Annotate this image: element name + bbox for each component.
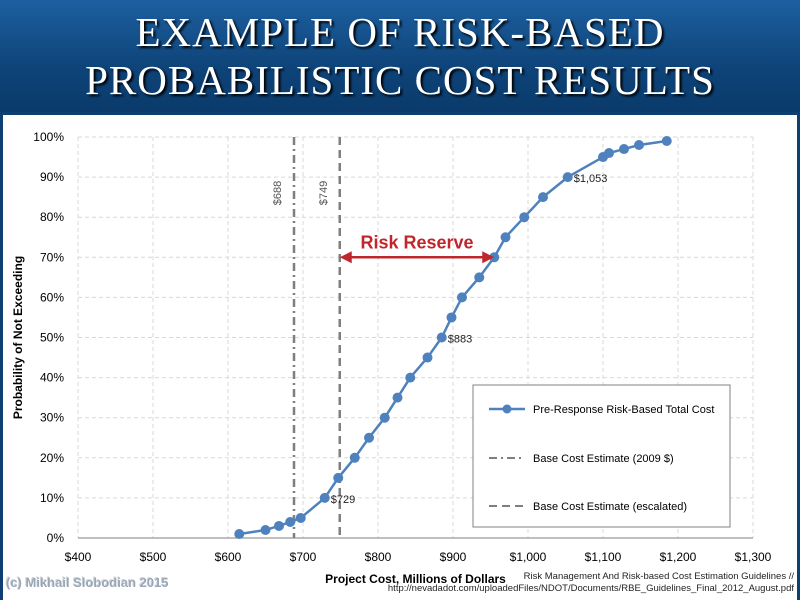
copyright-text: (c) Mikhail Slobodian 2015 bbox=[6, 575, 169, 590]
data-point bbox=[619, 144, 629, 155]
data-point bbox=[538, 192, 548, 203]
data-point bbox=[519, 212, 530, 223]
data-point bbox=[379, 412, 390, 423]
data-point bbox=[436, 332, 447, 343]
data-point bbox=[634, 140, 644, 151]
data-point bbox=[392, 392, 403, 403]
data-point bbox=[295, 512, 306, 523]
y-axis-title: Probability of Not Exceeding bbox=[11, 256, 25, 419]
y-tick-label: 90% bbox=[40, 170, 64, 184]
x-tick-label: $600 bbox=[215, 550, 242, 564]
data-point bbox=[446, 312, 457, 323]
y-tick-label: 60% bbox=[40, 290, 64, 304]
x-axis-title: Project Cost, Millions of Dollars bbox=[325, 572, 506, 586]
x-tick-label: $1,300 bbox=[735, 550, 772, 564]
data-label: $883 bbox=[448, 334, 472, 346]
y-tick-label: 50% bbox=[40, 331, 64, 345]
x-tick-label: $1,000 bbox=[510, 550, 547, 564]
y-tick-label: 40% bbox=[40, 371, 64, 385]
source-citation-url[interactable]: http://nevadadot.com/uploadedFiles/NDOT/… bbox=[387, 583, 794, 594]
y-tick-label: 30% bbox=[40, 411, 64, 425]
y-tick-label: 10% bbox=[40, 491, 64, 505]
data-point bbox=[333, 472, 344, 483]
data-label: $729 bbox=[331, 494, 355, 506]
reference-line-label: $749 bbox=[318, 181, 330, 205]
legend-swatch-marker bbox=[502, 404, 512, 414]
legend-entry: Base Cost Estimate (2009 $) bbox=[533, 453, 674, 465]
data-point bbox=[457, 292, 467, 303]
x-tick-label: $700 bbox=[290, 550, 317, 564]
data-point bbox=[604, 148, 614, 159]
data-point bbox=[364, 432, 374, 443]
y-tick-label: 0% bbox=[47, 531, 65, 545]
risk-reserve-label: Risk Reserve bbox=[360, 232, 473, 252]
data-point bbox=[500, 232, 511, 243]
x-tick-label: $900 bbox=[440, 550, 467, 564]
chart-panel: 0% 10% 20% 30% 40% 50% 60% 70% 80% 90% 100% $400 $50… bbox=[3, 115, 797, 600]
data-point bbox=[562, 172, 573, 183]
data-point bbox=[274, 520, 284, 531]
source-citation-line-1: Risk Management And Risk-based Cost Esti… bbox=[523, 571, 794, 582]
y-tick-label: 70% bbox=[40, 250, 64, 264]
risk-reserve-arrowhead-right bbox=[482, 251, 495, 264]
x-tick-label: $500 bbox=[140, 550, 167, 564]
source-citation: Risk Management And Risk-based Cost Esti… bbox=[324, 571, 794, 595]
cost-probability-chart: 0% 10% 20% 30% 40% 50% 60% 70% 80% 90% 100% $400 $50… bbox=[11, 130, 772, 586]
slide-title-line-2: PROBABILISTIC COST RESULTS bbox=[85, 57, 715, 103]
data-point bbox=[285, 516, 296, 527]
legend-entry: Pre-Response Risk-Based Total Cost bbox=[533, 404, 714, 416]
data-label: $1,053 bbox=[574, 173, 608, 185]
data-point bbox=[260, 524, 271, 535]
slide-title: EXAMPLE OF RISK-BASED PROBABILISTIC COST… bbox=[0, 8, 800, 104]
reference-line-label: $688 bbox=[272, 181, 284, 205]
x-tick-label: $1,100 bbox=[585, 550, 622, 564]
x-tick-label: $1,200 bbox=[660, 550, 697, 564]
data-point bbox=[349, 452, 360, 463]
data-point bbox=[474, 272, 485, 283]
legend-entry: Base Cost Estimate (escalated) bbox=[533, 501, 687, 513]
y-tick-label: 20% bbox=[40, 451, 64, 465]
y-tick-label: 80% bbox=[40, 210, 64, 224]
slide-title-line-1: EXAMPLE OF RISK-BASED bbox=[135, 9, 665, 55]
y-tick-label: 100% bbox=[33, 130, 64, 144]
data-point bbox=[489, 252, 500, 263]
data-point bbox=[319, 492, 330, 503]
data-point bbox=[661, 136, 672, 147]
x-tick-label: $800 bbox=[365, 550, 392, 564]
data-point bbox=[405, 372, 416, 383]
x-tick-label: $400 bbox=[65, 550, 92, 564]
data-point bbox=[234, 528, 245, 539]
risk-reserve-arrowhead-left bbox=[339, 251, 352, 264]
data-point bbox=[422, 352, 433, 363]
slide-header: EXAMPLE OF RISK-BASED PROBABILISTIC COST… bbox=[0, 0, 800, 112]
